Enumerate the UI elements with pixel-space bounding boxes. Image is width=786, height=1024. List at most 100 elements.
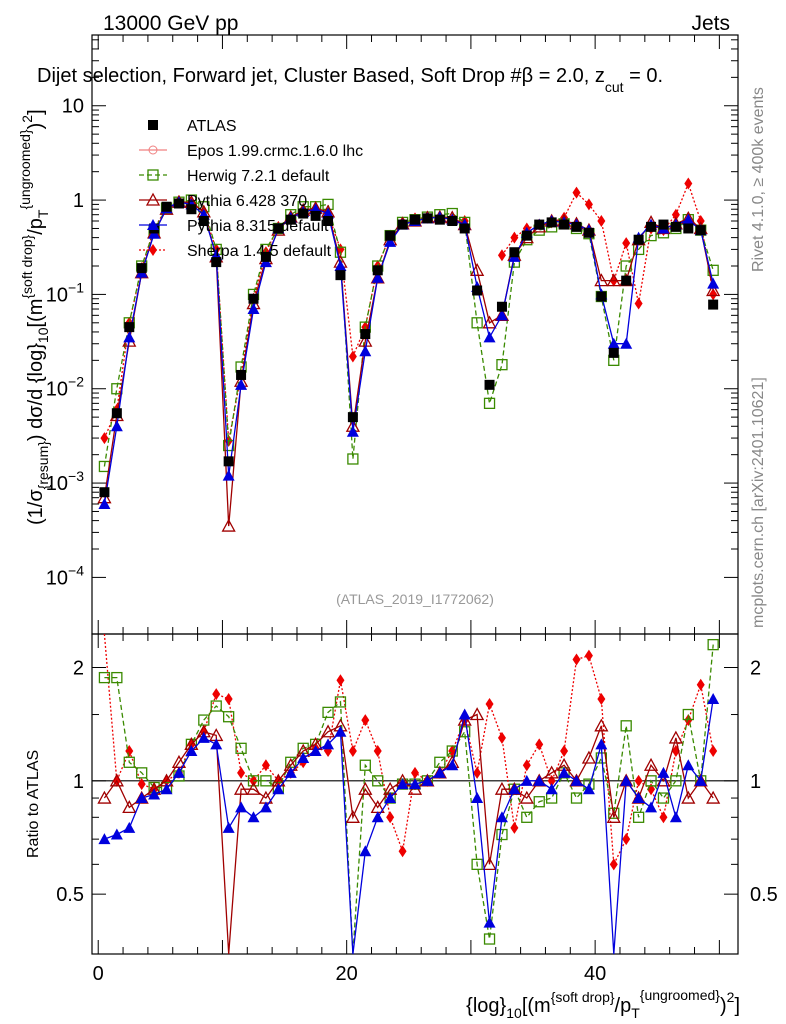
main-point-atlas	[571, 221, 582, 232]
ratio-point-pythia	[123, 821, 136, 833]
main-point-atlas	[496, 301, 507, 312]
ratio-point-sherpa	[696, 678, 705, 691]
ratio-point-pythia	[558, 766, 571, 778]
ratio-point-pythia	[222, 821, 235, 833]
ratio-ytick-label-right: 1	[750, 771, 761, 793]
ratio-point-pythia	[533, 774, 546, 786]
ratio-point-pythia	[371, 811, 384, 823]
main-point-sherpa	[622, 237, 631, 250]
ratio-point-herwig	[533, 796, 545, 808]
ratio-point-herwig	[459, 726, 471, 738]
ratio-ylabel: Ratio to ATLAS	[25, 750, 42, 858]
main-point-atlas	[695, 225, 706, 236]
main-point-atlas	[136, 263, 147, 274]
main-point-atlas	[583, 227, 594, 238]
ratio-ytick-label: 0.5	[56, 884, 84, 906]
ratio-point-sherpa	[485, 697, 494, 710]
ratio-point-pythia	[172, 766, 185, 778]
ratio-point-herwig	[136, 767, 148, 779]
ratio-point-pythia	[520, 774, 533, 786]
main-point-pythia	[346, 425, 359, 437]
ratio-point-pythia	[570, 774, 583, 786]
main-ytick-label: 10−2	[46, 374, 84, 401]
ratio-point-pythia	[233, 781, 249, 795]
ratio-point-herwig	[483, 933, 496, 945]
legend-label: Epos 1.99.crmc.1.6.0 lhc	[187, 143, 363, 160]
ratio-point-pythia	[247, 811, 260, 823]
ratio-point-pythia	[358, 781, 373, 795]
ratio-ytick-label-right: 2	[750, 657, 761, 679]
main-point-atlas	[422, 213, 433, 224]
main-point-pythia	[707, 277, 720, 289]
main-point-atlas	[459, 223, 470, 234]
main-point-sherpa	[584, 198, 593, 211]
legend-marker	[147, 169, 159, 181]
ratio-point-pythia	[284, 766, 297, 778]
main-point-atlas	[285, 214, 296, 225]
ratio-point-herwig	[471, 858, 483, 870]
ratio-point-pythia	[446, 759, 459, 771]
ratio-point-pythia	[657, 766, 670, 778]
ratio-point-pythia	[421, 774, 434, 786]
ratio-point-pythia	[706, 790, 721, 804]
main-ytick-label: 1	[73, 190, 84, 212]
ratio-point-sherpa	[348, 745, 357, 758]
ratio-point-pythia	[668, 730, 683, 744]
ratio-point-pythia	[109, 773, 124, 787]
ratio-point-pythia	[682, 759, 695, 771]
ratio-point-pythia	[669, 811, 682, 823]
ratio-plot-frame	[91, 633, 739, 955]
legend-label: Sherpa 1.4.5 default	[187, 243, 332, 260]
main-point-pythia	[247, 303, 260, 315]
ratio-point-sherpa	[224, 692, 233, 705]
main-point-herwig	[471, 317, 483, 329]
ratio-point-herwig	[546, 792, 558, 804]
main-point-atlas	[646, 221, 657, 232]
ratio-point-pythia	[470, 707, 485, 721]
ratio-point-pythia	[595, 738, 608, 750]
ratio-point-pythia	[160, 783, 173, 795]
main-point-pythia	[682, 213, 695, 225]
ratio-point-pythia	[135, 792, 148, 804]
legend-label: ATLAS	[187, 118, 237, 135]
ratio-point-sherpa	[572, 653, 581, 666]
main-point-atlas	[173, 198, 184, 209]
main-point-pythia	[606, 273, 621, 287]
ratio-point-pythia	[495, 811, 508, 823]
main-point-atlas	[385, 230, 396, 241]
ratio-point-pythia	[494, 781, 510, 795]
ratio-point-pythia	[545, 783, 558, 795]
ratio-point-pythia	[148, 788, 161, 800]
main-point-sherpa	[671, 208, 680, 221]
main-point-atlas	[223, 456, 234, 467]
ratio-point-herwig	[682, 708, 694, 721]
main-point-atlas	[347, 412, 358, 423]
ratio-point-pythia	[185, 745, 198, 757]
jets-label: Jets	[691, 12, 730, 35]
main-point-atlas	[111, 408, 122, 419]
ratio-point-sherpa	[473, 766, 482, 779]
ratio-point-herwig	[223, 711, 235, 723]
main-point-atlas	[410, 214, 420, 225]
ratio-point-pythia	[97, 790, 112, 804]
ratio-ytick-label: 2	[73, 657, 84, 679]
ratio-point-sherpa	[336, 674, 345, 687]
ratio-point-pythia	[645, 801, 658, 813]
main-point-atlas	[708, 299, 719, 310]
main-point-atlas	[546, 217, 557, 228]
ratio-point-sherpa	[361, 714, 370, 727]
main-point-pythia	[123, 331, 136, 343]
legend-label: Pythia 8.315 default	[187, 218, 329, 235]
ratio-point-herwig	[620, 720, 632, 732]
main-point-atlas	[633, 234, 644, 245]
main-ytick-label: 10−1	[46, 279, 84, 306]
main-point-atlas	[298, 208, 309, 219]
main-point-atlas	[484, 379, 495, 390]
ratio-point-sherpa	[560, 745, 569, 758]
main-point-pythia	[221, 518, 236, 532]
main-point-atlas	[161, 201, 172, 212]
main-point-herwig	[223, 439, 235, 452]
main-ytick-label: 10	[62, 96, 84, 118]
ratio-point-pythia	[297, 751, 310, 763]
ratio-point-sherpa	[212, 688, 221, 701]
